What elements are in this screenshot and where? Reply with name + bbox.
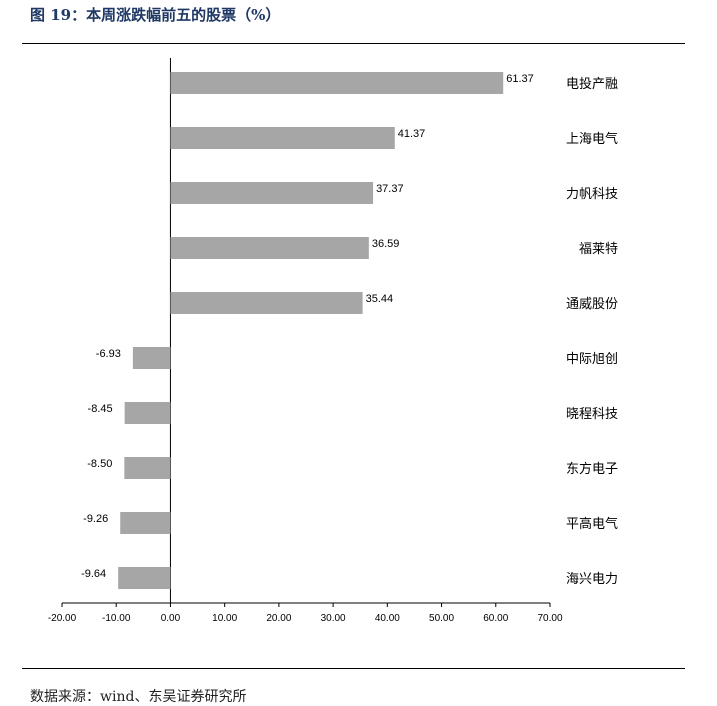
chart-title: 图 19：本周涨跌幅前五的股票（%） [30, 6, 281, 24]
x-tick-label: 70.00 [537, 613, 562, 624]
bar-value-label: 61.37 [506, 73, 534, 85]
bar-value-label: -9.64 [81, 568, 106, 580]
bar-value-label: -9.26 [83, 513, 108, 525]
x-tick-label: 0.00 [161, 613, 181, 624]
bar [170, 72, 504, 94]
category-label: 通威股份 [566, 297, 618, 312]
x-tick-label: -10.00 [102, 613, 131, 624]
bar-value-label: 37.37 [376, 183, 404, 195]
source-note: 数据来源：wind、东吴证券研究所 [30, 689, 247, 705]
x-tick-label: -20.00 [48, 613, 77, 624]
bar-value-label: -6.93 [96, 348, 121, 360]
bar [124, 402, 171, 424]
bar-value-label: 41.37 [398, 128, 426, 140]
bar [170, 292, 363, 314]
x-tick-label: 40.00 [375, 613, 400, 624]
bar [170, 237, 369, 259]
category-label: 晓程科技 [566, 407, 618, 422]
category-label: 海兴电力 [566, 572, 618, 587]
bar-value-label: -8.50 [87, 458, 112, 470]
bar [170, 182, 374, 204]
bar-chart: -20.00 -10.00 0.00 10.00 20.00 30.00 40.00 50.0… [48, 58, 618, 624]
bar [120, 512, 171, 534]
category-label: 平高电气 [566, 516, 618, 532]
category-label: 上海电气 [566, 131, 618, 147]
category-label: 中际旭创 [566, 352, 618, 367]
bar-value-label: 36.59 [372, 238, 400, 250]
x-tick-label: 30.00 [321, 613, 346, 624]
category-label: 福莱特 [579, 242, 618, 257]
category-label: 东方电子 [566, 461, 618, 477]
x-tick-label: 20.00 [266, 613, 291, 624]
bar-value-label: 35.44 [366, 293, 394, 305]
category-label: 电投产融 [566, 76, 618, 92]
category-label: 力帆科技 [566, 187, 618, 202]
x-tick-label: 50.00 [429, 613, 454, 624]
bar-value-label: -8.45 [88, 403, 113, 415]
bottom-rule [22, 668, 685, 669]
bar [124, 457, 171, 479]
bar [132, 347, 171, 369]
bar [118, 567, 171, 589]
x-tick-label: 60.00 [483, 613, 508, 624]
x-tick-label: 10.00 [212, 613, 237, 624]
bar [170, 127, 395, 149]
top-rule [22, 43, 685, 44]
